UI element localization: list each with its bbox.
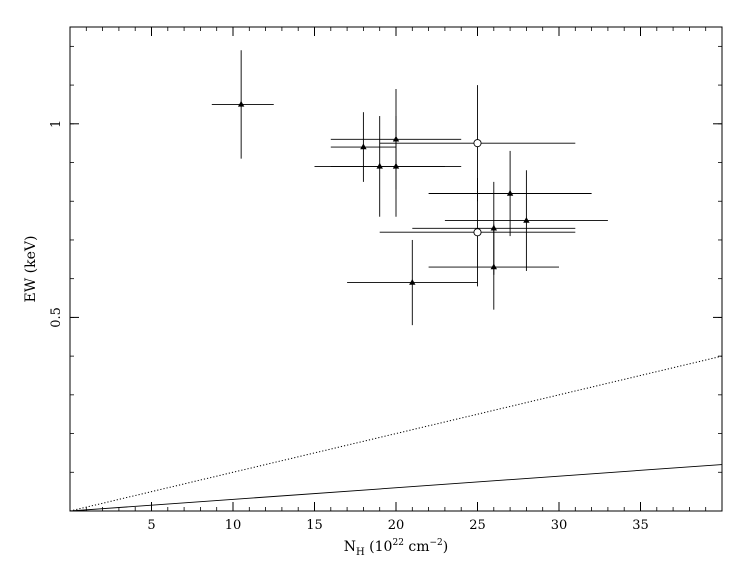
x-tick-label: 5 xyxy=(147,518,155,533)
y-tick-label: 0.5 xyxy=(49,307,64,328)
data-points xyxy=(211,50,608,326)
x-axis-title-sub: H xyxy=(356,547,365,558)
x-tick-label: 35 xyxy=(632,518,649,533)
x-axis-title-unit: cm xyxy=(404,539,430,555)
x-tick-label: 25 xyxy=(469,518,486,533)
y-tick-labels: 0.51 xyxy=(49,120,64,328)
x-tick-label: 30 xyxy=(551,518,568,533)
x-axis-title-unit-exp: −2 xyxy=(430,538,443,548)
reference-lines xyxy=(69,355,723,512)
data-point-triangle xyxy=(506,189,514,196)
x-tick-label: 20 xyxy=(388,518,405,533)
x-tick-label: 10 xyxy=(225,518,242,533)
x-axis-title-close: ) xyxy=(443,539,448,555)
x-axis-title-exp: 22 xyxy=(392,538,403,548)
data-point-triangle xyxy=(409,278,416,285)
x-tick-label: 15 xyxy=(306,518,323,533)
data-point-open-circle xyxy=(473,139,482,148)
major-ticks xyxy=(70,27,722,511)
data-point-triangle xyxy=(376,162,383,169)
data-point-triangle xyxy=(523,217,530,223)
x-axis-title-main: N xyxy=(344,539,356,555)
y-axis-title: EW (keV) xyxy=(23,236,39,303)
x-axis-title: NH (1022 cm−2) xyxy=(344,538,449,558)
data-point-open-circle xyxy=(473,228,482,237)
x-tick-labels: 5 10 15 20 25 30 35 xyxy=(147,518,648,533)
data-point-triangle xyxy=(237,100,245,107)
data-point-triangle xyxy=(360,143,367,150)
y-tick-label: 1 xyxy=(49,120,64,128)
data-point-triangle xyxy=(490,263,497,270)
solid-reference-line xyxy=(69,464,723,512)
x-axis-title-open: (10 xyxy=(365,539,393,555)
data-point-triangle xyxy=(392,162,400,169)
